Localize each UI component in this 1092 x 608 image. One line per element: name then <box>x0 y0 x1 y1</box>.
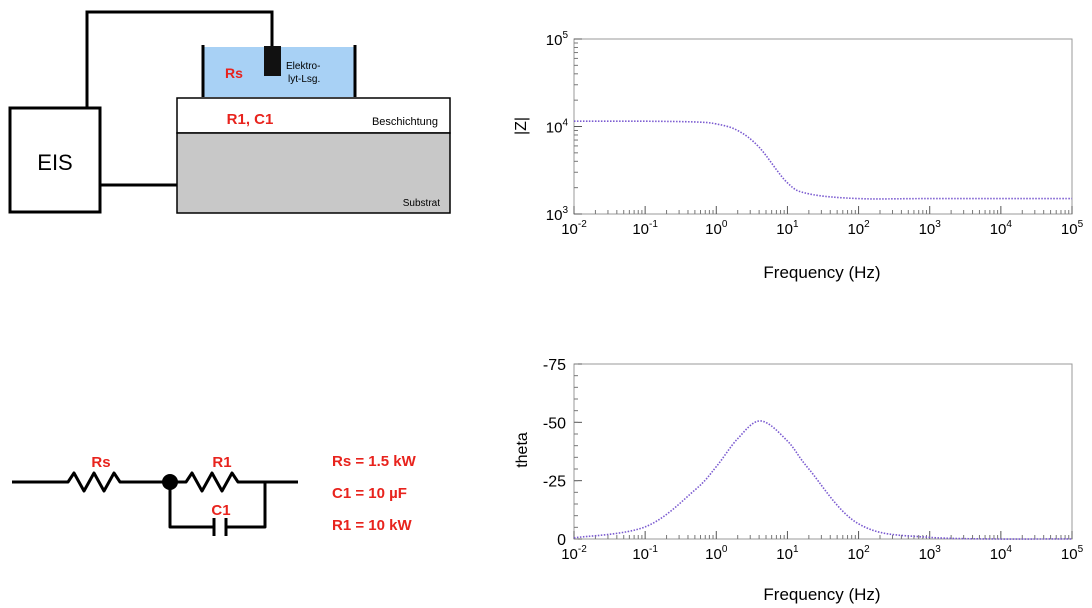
wire-c1-right <box>226 482 267 529</box>
resistor-r1 <box>170 471 298 493</box>
impedance-magnitude-chart: 10-2 10-1 100 101 102 103 104 105 103 104 105 Freq… <box>513 30 1084 282</box>
substrate <box>176 132 451 214</box>
circuit-value-r1: R1 = 10 kW <box>332 517 412 534</box>
circuit-value-c1: C1 = 10 µF <box>332 485 407 502</box>
x-tick-label: 10-2 <box>561 544 587 563</box>
circuit-c1-label: C1 <box>211 502 230 519</box>
phase-angle-chart: 10-2 10-1 100 101 102 103 104 105 -75 -50 -25 0 Fre… <box>514 357 1084 604</box>
eis-instrument-box <box>8 106 102 214</box>
wire-c1-left <box>168 482 214 529</box>
x-tick-label: 102 <box>847 219 870 238</box>
circuit-node <box>162 474 178 490</box>
electrode <box>264 46 281 76</box>
x-tick-label: 105 <box>1061 544 1084 563</box>
resistor-rs <box>12 471 170 493</box>
chart1-xlabel: Frequency (Hz) <box>763 263 880 282</box>
y-tick-label: 103 <box>546 205 569 224</box>
chart-frame <box>573 363 1073 540</box>
series-line-impedance <box>573 120 1072 200</box>
x-tick-label: 101 <box>776 219 799 238</box>
x-tick-label: 101 <box>776 544 799 563</box>
y-tick-label: 0 <box>557 532 566 549</box>
x-tick-label: 105 <box>1061 219 1084 238</box>
x-tick-label: 104 <box>990 219 1013 238</box>
chart2-ylabel: theta <box>514 432 531 468</box>
coating-component-label: R1, C1 <box>227 111 274 128</box>
electrolyte-label-1: Elektro- <box>286 61 320 72</box>
chart-frame <box>573 38 1073 215</box>
electrolyte-label-2: lyt-Lsg. <box>288 74 320 85</box>
chart1-ylabel: |Z| <box>513 117 530 135</box>
x-tick-label: 10-1 <box>632 219 658 238</box>
wire-top <box>85 10 274 108</box>
x-tick-label: 103 <box>919 219 942 238</box>
y-tick-label: 104 <box>546 118 569 137</box>
chart2-xlabel: Frequency (Hz) <box>763 585 880 604</box>
x-tick-label: 103 <box>919 544 942 563</box>
x-tick-label: 102 <box>847 544 870 563</box>
x-tick-label: 10-2 <box>561 219 587 238</box>
rs-label-setup: Rs <box>225 65 243 81</box>
x-tick-label: 100 <box>705 544 728 563</box>
eis-setup-diagram: EIS Rs Elektro- lyt-Lsg. R1, C1 Beschich… <box>8 10 451 214</box>
y-tick-label: -75 <box>543 357 566 374</box>
y-tick-label: -25 <box>543 474 566 491</box>
y-tick-label: 105 <box>546 30 569 49</box>
coating-label: Beschichtung <box>372 116 438 128</box>
y-tick-label: -50 <box>543 415 566 432</box>
x-tick-label: 10-1 <box>632 544 658 563</box>
coating-layer <box>176 97 451 134</box>
circuit-value-rs: Rs = 1.5 kW <box>332 453 417 470</box>
x-tick-label: 104 <box>990 544 1013 563</box>
eis-label: EIS <box>37 150 72 175</box>
substrate-label: Substrat <box>403 198 440 209</box>
equivalent-circuit <box>12 471 298 536</box>
circuit-rs-label: Rs <box>91 454 110 471</box>
x-tick-label: 100 <box>705 219 728 238</box>
circuit-r1-label: R1 <box>212 454 231 471</box>
series-line-phase <box>573 420 1073 540</box>
